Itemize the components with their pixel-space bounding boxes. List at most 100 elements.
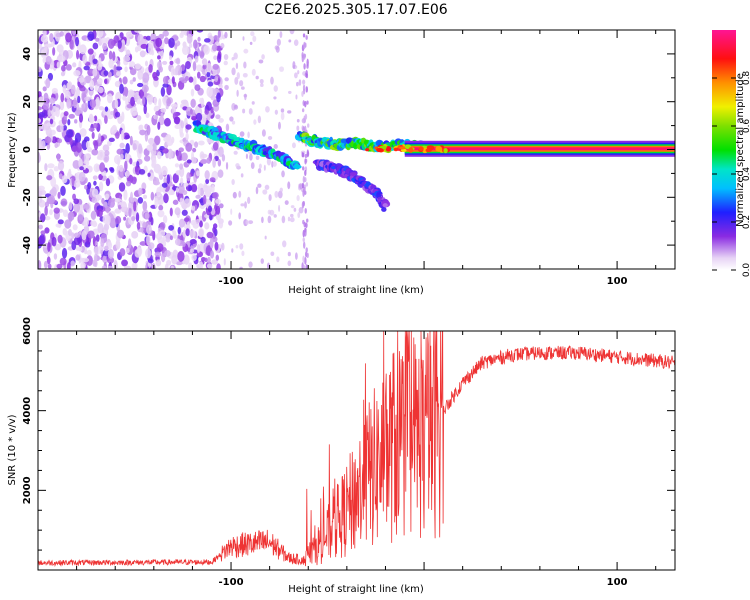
noise-blob-sparse xyxy=(287,251,291,257)
noise-blob xyxy=(186,159,192,164)
noise-blob xyxy=(47,163,55,169)
noise-blob xyxy=(38,224,43,230)
noise-stripe xyxy=(304,113,308,120)
noise-stripe xyxy=(306,100,309,105)
noise-blob-sparse xyxy=(258,59,264,64)
noise-blob xyxy=(199,203,206,210)
noise-blob-sparse xyxy=(296,125,300,131)
noise-stripe xyxy=(307,123,310,128)
noise-blob xyxy=(68,201,73,211)
noise-blob xyxy=(53,207,60,214)
noise-blob xyxy=(154,115,159,120)
noise-blob-sparse xyxy=(235,62,239,70)
noise-blob xyxy=(86,255,93,267)
noise-blob xyxy=(153,96,157,106)
noise-blob-sparse xyxy=(247,131,250,139)
noise-blob-sparse xyxy=(225,123,230,132)
noise-blob xyxy=(124,66,128,73)
noise-stripe xyxy=(302,33,306,38)
noise-blob xyxy=(131,176,137,185)
noise-blob-sparse xyxy=(279,31,283,39)
noise-blob-sparse xyxy=(250,162,255,169)
noise-stripe xyxy=(304,158,307,165)
noise-blob xyxy=(146,144,154,152)
noise-blob xyxy=(185,60,191,70)
figure-title: C2E6.2025.305.17.07.E06 xyxy=(264,2,447,18)
noise-blob xyxy=(172,173,179,184)
noise-blob xyxy=(150,191,155,201)
noise-blob xyxy=(183,254,190,265)
colorbar-tick-label: 0.2 xyxy=(742,215,750,229)
snr-series-line xyxy=(38,331,675,567)
noise-blob xyxy=(190,88,195,97)
noise-blob-sparse xyxy=(260,83,264,88)
noise-blob xyxy=(184,75,189,82)
noise-blob xyxy=(101,197,105,205)
colorbar-tick-label: 0.6 xyxy=(742,119,750,134)
noise-blob xyxy=(147,258,154,264)
noise-blob xyxy=(52,47,56,56)
noise-blob xyxy=(148,63,153,73)
noise-blob xyxy=(147,172,151,177)
noise-stripe xyxy=(303,53,306,60)
noise-blob xyxy=(178,218,186,228)
noise-blob xyxy=(156,186,162,198)
noise-blob xyxy=(113,64,117,75)
noise-blob xyxy=(180,177,184,186)
noise-blob-sparse xyxy=(233,150,238,155)
noise-blob-sparse xyxy=(273,143,278,149)
snr-plot-area xyxy=(38,331,675,567)
spec-ytick-label: -40 xyxy=(22,236,33,254)
noise-blob xyxy=(171,254,178,265)
noise-blob-sparse xyxy=(248,220,254,225)
noise-blob xyxy=(138,187,143,196)
noise-blob xyxy=(83,65,90,71)
noise-blob-sparse xyxy=(255,75,259,80)
noise-blob xyxy=(92,68,98,77)
noise-stripe xyxy=(305,73,309,79)
noise-blob-sparse xyxy=(275,45,280,53)
noise-blob xyxy=(64,90,71,99)
noise-blob xyxy=(162,30,169,37)
noise-blob xyxy=(106,256,115,264)
noise-blob xyxy=(167,148,174,160)
noise-blob xyxy=(79,128,87,137)
noise-blob xyxy=(218,117,224,123)
noise-blob-sparse xyxy=(244,93,247,101)
noise-blob xyxy=(103,70,109,77)
noise-blob xyxy=(105,215,111,225)
noise-stripe xyxy=(304,207,307,214)
noise-stripe xyxy=(304,229,307,237)
noise-blob xyxy=(204,109,209,115)
noise-blob xyxy=(91,197,98,204)
noise-blob-sparse xyxy=(224,84,229,90)
noise-blob xyxy=(107,248,114,259)
snr-xlabel: Height of straight line (km) xyxy=(288,584,424,595)
noise-blob-sparse xyxy=(239,80,244,87)
noise-blob xyxy=(78,246,83,252)
noise-blob xyxy=(57,219,64,225)
noise-blob xyxy=(176,150,182,162)
noise-blob xyxy=(38,112,46,118)
noise-blob xyxy=(190,156,197,164)
noise-stripe xyxy=(305,264,308,269)
noise-blob xyxy=(215,199,222,204)
noise-blob xyxy=(129,157,133,165)
noise-blob xyxy=(134,248,142,258)
noise-blob xyxy=(174,238,181,246)
noise-stripe xyxy=(304,251,308,258)
noise-blob xyxy=(113,259,118,269)
noise-blob xyxy=(94,84,98,92)
noise-blob xyxy=(73,232,81,238)
noise-stripe xyxy=(304,257,307,265)
noise-blob xyxy=(219,83,223,90)
colorbar-tick-label: 0.0 xyxy=(742,263,750,278)
noise-blob xyxy=(168,55,173,61)
noise-blob-sparse xyxy=(257,183,262,188)
noise-blob-sparse xyxy=(298,79,302,86)
noise-blob xyxy=(188,43,193,48)
noise-blob xyxy=(78,113,84,123)
noise-blob xyxy=(59,257,67,266)
noise-blob xyxy=(38,139,43,149)
noise-blob xyxy=(146,124,151,136)
